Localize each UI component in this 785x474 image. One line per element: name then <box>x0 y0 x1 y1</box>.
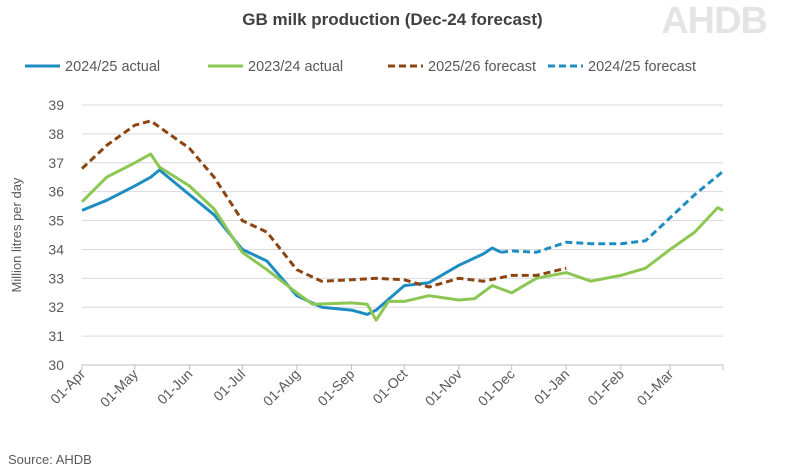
x-tick-label: 01-Aug <box>260 366 303 409</box>
x-tick-label: 01-Nov <box>422 366 465 409</box>
x-tick-label: 01-Jul <box>210 366 248 404</box>
x-tick-label: 01-Sep <box>314 366 357 409</box>
series-line-2025-26-forecast <box>80 119 567 289</box>
ahdb-logo: AHDB <box>661 0 768 42</box>
y-tick-label: 37 <box>48 155 64 171</box>
legend-label: 2023/24 actual <box>248 59 343 75</box>
series-line-2023-24-actual <box>80 152 724 322</box>
x-tick-label: 01-Jun <box>154 366 196 408</box>
gridlines <box>82 104 723 337</box>
series-lines <box>80 119 724 322</box>
x-tick-label: 01-Oct <box>369 366 410 407</box>
x-tick-label: 01-Feb <box>584 366 627 409</box>
legend: 2024/25 actual 2023/24 actual 2025/26 fore… <box>25 59 696 75</box>
x-tick-label: 01-May <box>97 366 141 410</box>
y-tick-label: 30 <box>48 357 64 373</box>
legend-label: 2024/25 forecast <box>588 59 696 75</box>
y-tick-label: 34 <box>48 241 64 257</box>
x-tick-label: 01-Jan <box>531 366 573 408</box>
y-tick-label: 36 <box>48 184 64 200</box>
source-note: Source: AHDB <box>8 452 92 467</box>
y-tick-label: 35 <box>48 213 64 229</box>
legend-label: 2025/26 forecast <box>428 59 536 75</box>
y-tick-label: 39 <box>48 97 64 113</box>
y-tick-label: 32 <box>48 299 64 315</box>
chart-svg: 2024/25 actual 2023/24 actual 2025/26 fore… <box>9 59 724 410</box>
y-axis: 30 31 32 33 34 35 36 37 38 39 <box>48 97 64 373</box>
x-tick-label: 01-Dec <box>475 366 518 409</box>
chart-title: GB milk production (Dec-24 forecast) <box>242 10 543 29</box>
x-axis: 01-Apr 01-May 01-Jun 01-Jul 01-Aug 01-Sep 01-O… <box>47 364 724 410</box>
y-axis-label: Million litres per day <box>9 177 24 292</box>
legend-label: 2024/25 actual <box>65 59 160 75</box>
y-tick-label: 33 <box>48 270 64 286</box>
series-line-2024-25-forecast <box>500 170 724 254</box>
y-tick-label: 31 <box>48 328 64 344</box>
x-tick-label: 01-Mar <box>634 366 677 409</box>
y-tick-label: 38 <box>48 126 64 142</box>
